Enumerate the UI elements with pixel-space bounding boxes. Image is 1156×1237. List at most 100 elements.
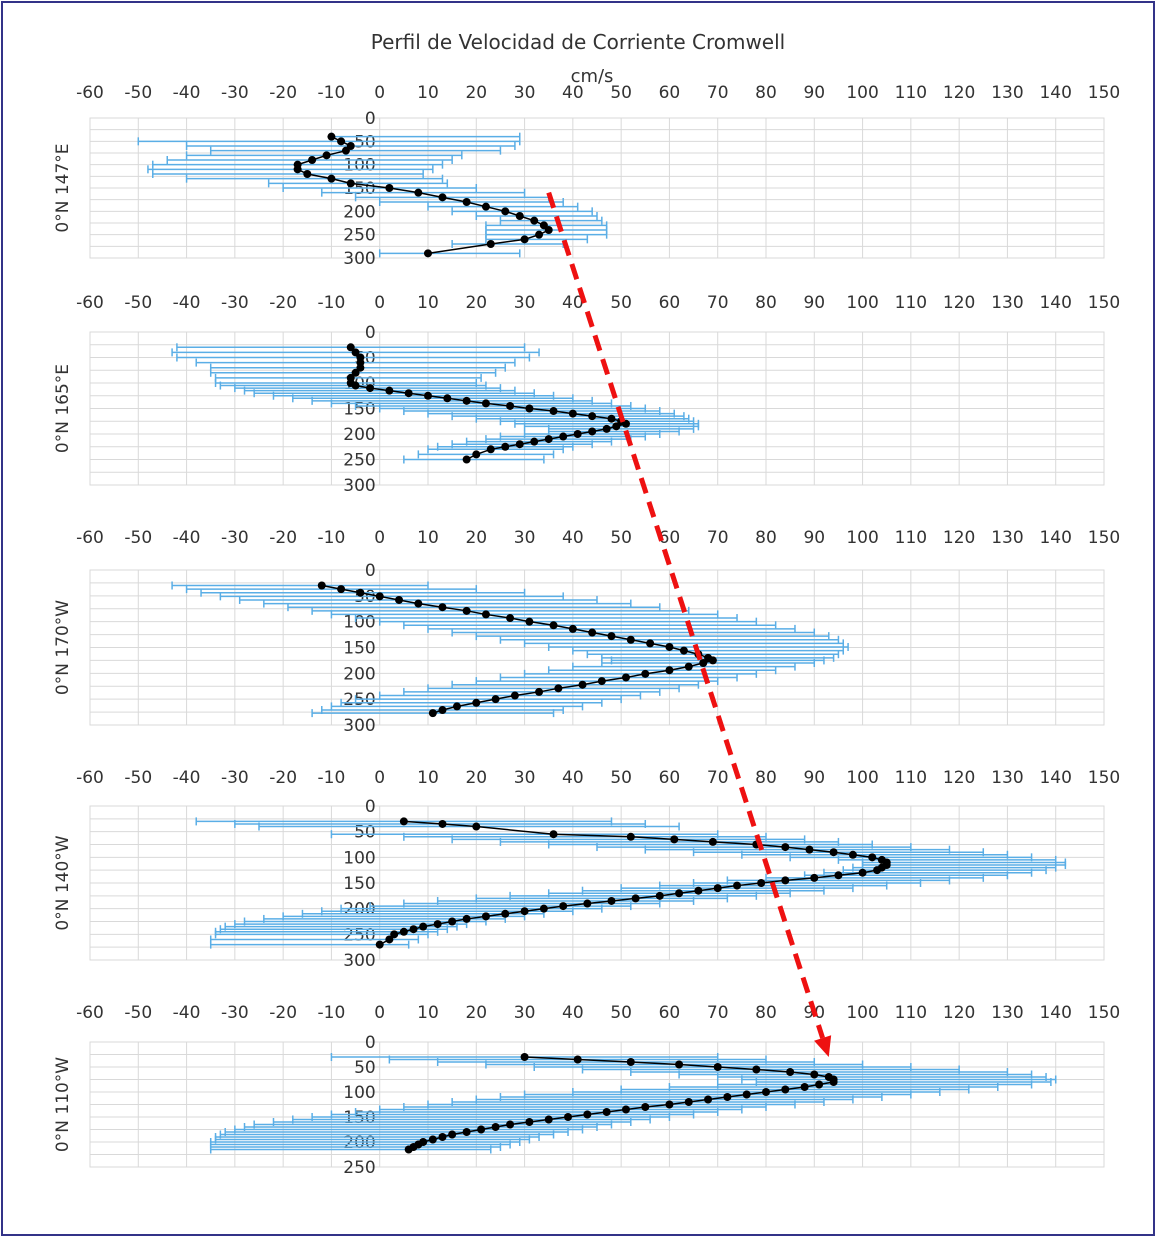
x-tick-label: 140 (1039, 83, 1071, 103)
data-point (366, 384, 375, 393)
data-point (665, 642, 674, 651)
x-tick-label: 90 (803, 83, 825, 103)
data-point (346, 343, 355, 352)
x-tick-label: -50 (124, 293, 152, 313)
data-point (607, 632, 616, 641)
data-point (486, 445, 495, 454)
panel-2: -60 -50 -40 -30 -20 -10 0 10 20 30 40 50 60 70 80 90 100… (53, 528, 1120, 736)
data-point (607, 896, 616, 905)
y-tick-label: 100 (343, 156, 375, 176)
data-point (781, 1085, 790, 1094)
data-point (665, 1100, 674, 1109)
x-tick-label: 60 (659, 83, 681, 103)
data-point (501, 909, 510, 918)
x-tick-label: 0 (374, 293, 385, 313)
data-point (472, 698, 481, 707)
x-tick-label: 50 (610, 83, 632, 103)
data-point (327, 132, 336, 141)
data-point (303, 170, 312, 178)
data-point (520, 907, 529, 916)
data-point (462, 198, 471, 206)
data-point (829, 1078, 838, 1086)
x-tick-label: 130 (991, 768, 1023, 788)
y-tick-label: 200 (343, 425, 375, 445)
data-point (694, 886, 703, 895)
x-tick-label: 130 (991, 83, 1023, 103)
y-tick-label: 0 (365, 1033, 376, 1053)
data-point (621, 673, 630, 682)
y-tick-label: 250 (343, 226, 375, 246)
x-tick-label: 40 (562, 1003, 584, 1023)
x-tick-label: 30 (514, 293, 536, 313)
x-tick-label: 10 (417, 768, 439, 788)
data-point (573, 430, 582, 438)
data-point (723, 1093, 732, 1101)
data-point (404, 389, 413, 398)
data-point (327, 174, 336, 183)
data-point (713, 884, 722, 893)
x-tick-label: 40 (562, 83, 584, 103)
x-tick-label: -50 (124, 768, 152, 788)
x-tick-label: -10 (318, 83, 346, 103)
x-tick-label: 120 (943, 768, 975, 788)
y-tick-label: 150 (343, 400, 375, 420)
panel-1: -60 -50 -40 -30 -20 -10 0 10 20 30 40 50 60 70 80 90 100… (53, 293, 1120, 496)
data-point (583, 1110, 592, 1119)
x-tick-label: 150 (1088, 293, 1120, 313)
x-tick-label: 40 (562, 768, 584, 788)
data-point (573, 1055, 582, 1064)
data-point (501, 207, 510, 216)
data-point (588, 427, 597, 436)
data-point (583, 899, 592, 908)
data-point (684, 1098, 693, 1106)
x-tick-label: 150 (1088, 528, 1120, 548)
data-point (481, 399, 490, 408)
data-point (438, 603, 447, 612)
x-tick-label: 80 (755, 293, 777, 313)
data-point (438, 819, 447, 828)
panel-label: 0°N 110°W (53, 1057, 73, 1152)
data-point (399, 927, 408, 936)
data-point (462, 914, 471, 923)
data-point (805, 845, 814, 854)
x-tick-label: 140 (1039, 293, 1071, 313)
x-tick-label: -20 (269, 768, 297, 788)
x-tick-label: -60 (76, 768, 104, 788)
data-point (428, 709, 437, 718)
x-tick-label: 100 (846, 293, 878, 313)
data-point (848, 850, 857, 859)
x-tick-label: 0 (374, 1003, 385, 1023)
x-tick-label: -10 (318, 1003, 346, 1023)
x-tick-label: -50 (124, 1003, 152, 1023)
data-point (646, 639, 655, 648)
data-point (486, 240, 495, 248)
data-point (679, 646, 688, 655)
data-point (733, 881, 742, 890)
x-tick-label: -20 (269, 528, 297, 548)
data-point (815, 1080, 824, 1089)
x-tick-label: -10 (318, 528, 346, 548)
data-point (337, 585, 346, 594)
data-point (535, 687, 544, 696)
x-tick-label: 10 (417, 528, 439, 548)
x-tick-label: -20 (269, 1003, 297, 1023)
x-tick-label: 10 (417, 1003, 439, 1023)
x-tick-label: -20 (269, 83, 297, 103)
data-point (520, 235, 529, 244)
x-tick-label: 30 (514, 83, 536, 103)
x-tick-label: 120 (943, 83, 975, 103)
data-point (409, 925, 418, 934)
data-point (713, 1063, 722, 1071)
x-tick-label: -40 (173, 83, 201, 103)
data-point (525, 617, 534, 626)
x-tick-label: 150 (1088, 83, 1120, 103)
data-point (655, 891, 664, 900)
data-point (428, 1135, 437, 1144)
x-tick-label: -50 (124, 528, 152, 548)
y-tick-label: 250 (343, 690, 375, 710)
x-tick-label: 60 (659, 293, 681, 313)
data-point (438, 706, 447, 715)
y-tick-label: 50 (354, 132, 376, 152)
data-point (351, 368, 360, 377)
x-tick-label: 30 (514, 768, 536, 788)
